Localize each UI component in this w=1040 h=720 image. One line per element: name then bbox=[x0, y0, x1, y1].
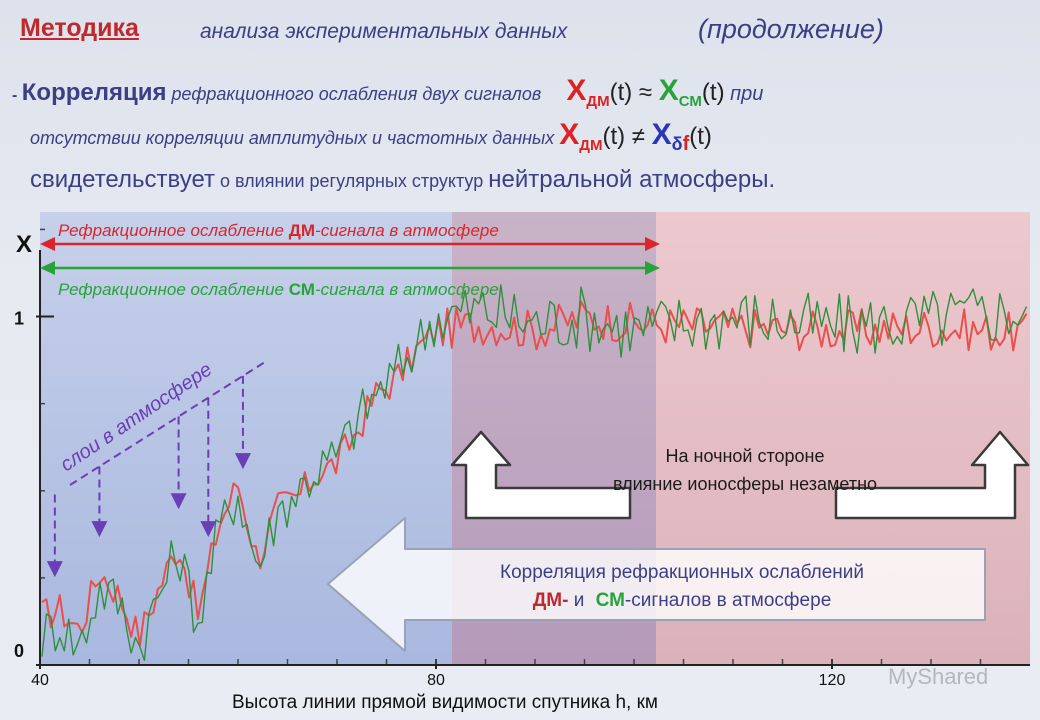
night-side-arrow-left bbox=[450, 430, 632, 520]
x-tick-label: 120 bbox=[819, 672, 846, 689]
x-sm-symbol: X bbox=[658, 74, 679, 107]
x-tick-label: 80 bbox=[427, 672, 445, 689]
night-side-arrow-right bbox=[834, 430, 1030, 520]
statement-line-3-c: нейтральной атмосферы. bbox=[488, 166, 776, 193]
chart-series bbox=[41, 284, 1028, 661]
layer-arrows bbox=[46, 375, 251, 578]
y-axis-label: X bbox=[16, 231, 32, 258]
page-title-paren: (продолжение) bbox=[698, 14, 884, 44]
statement-line-3-b: о влиянии регулярных структур bbox=[214, 171, 489, 191]
x-dm-arg: (t) bbox=[609, 79, 633, 106]
sm-range-arrow-left-head bbox=[40, 261, 55, 275]
statement-text-2: отсутствии корреляции амплитудных и част… bbox=[30, 128, 555, 148]
statement-line-3: свидетельствует о влиянии регулярных стр… bbox=[30, 166, 775, 194]
correlation-line-2: ДМ- и СМ-сигналов в атмосфере bbox=[533, 590, 832, 611]
x-dm-symbol-2: X bbox=[559, 118, 580, 151]
x-dm-symbol: X bbox=[566, 74, 587, 107]
correlation-arrow bbox=[327, 517, 986, 652]
x-tick-label: 40 bbox=[31, 672, 49, 689]
page-title: Методика bbox=[20, 14, 139, 42]
correlation-line-1: Корреляция рефракционных ослаблений bbox=[500, 562, 864, 583]
sm-range-label: Рефракционное ослабление СМ-сигнала в ат… bbox=[58, 280, 499, 299]
y-tick-label: 1 bbox=[14, 309, 24, 329]
approx-sign: ≈ bbox=[632, 79, 659, 106]
statement-line-3-a: свидетельствует bbox=[30, 166, 215, 193]
dm-range-arrow-right-head bbox=[645, 237, 660, 251]
statement-line-2: отсутствии корреляции амплитудных и част… bbox=[30, 118, 712, 156]
statement-dash: - bbox=[12, 87, 22, 104]
y-tick-label: 0 bbox=[14, 641, 24, 661]
x-df-arg: (t) bbox=[689, 123, 712, 150]
statement-word-correlation: Корреляция bbox=[21, 79, 167, 106]
watermark: MyShared bbox=[888, 664, 988, 689]
statement-pri: при bbox=[724, 83, 764, 105]
night-side-line-2: влияние ионосферы незаметно bbox=[613, 474, 877, 494]
page-title-rest: анализа экспериментальных данных bbox=[200, 20, 568, 43]
neq-sign: ≠ bbox=[625, 123, 652, 150]
x-dm-subscript: ДМ bbox=[586, 93, 610, 110]
x-df-f: f bbox=[682, 133, 690, 155]
x-axis-label: Высота линии прямой видимости спутника h… bbox=[232, 692, 658, 713]
night-side-line-1: На ночной стороне bbox=[666, 446, 825, 466]
statement-text-1: рефракционного ослабления двух сигналов bbox=[166, 84, 542, 104]
dm-range-label: Рефракционное ослабление ДМ-сигнала в ат… bbox=[58, 221, 499, 240]
sm-range-arrow-right-head bbox=[645, 261, 660, 275]
x-df-symbol: X bbox=[651, 118, 672, 151]
dm-range-arrow-left-head bbox=[40, 237, 55, 251]
x-dm-subscript-2: ДМ bbox=[579, 137, 603, 154]
x-sm-subscript: СМ bbox=[678, 93, 702, 110]
x-dm-arg-2: (t) bbox=[602, 123, 626, 150]
x-df-delta: δ bbox=[671, 134, 683, 154]
x-sm-arg: (t) bbox=[701, 79, 725, 106]
series-line-sm bbox=[41, 284, 1028, 661]
statement-line-1: - Корреляция рефракционного ослабления д… bbox=[12, 74, 763, 110]
